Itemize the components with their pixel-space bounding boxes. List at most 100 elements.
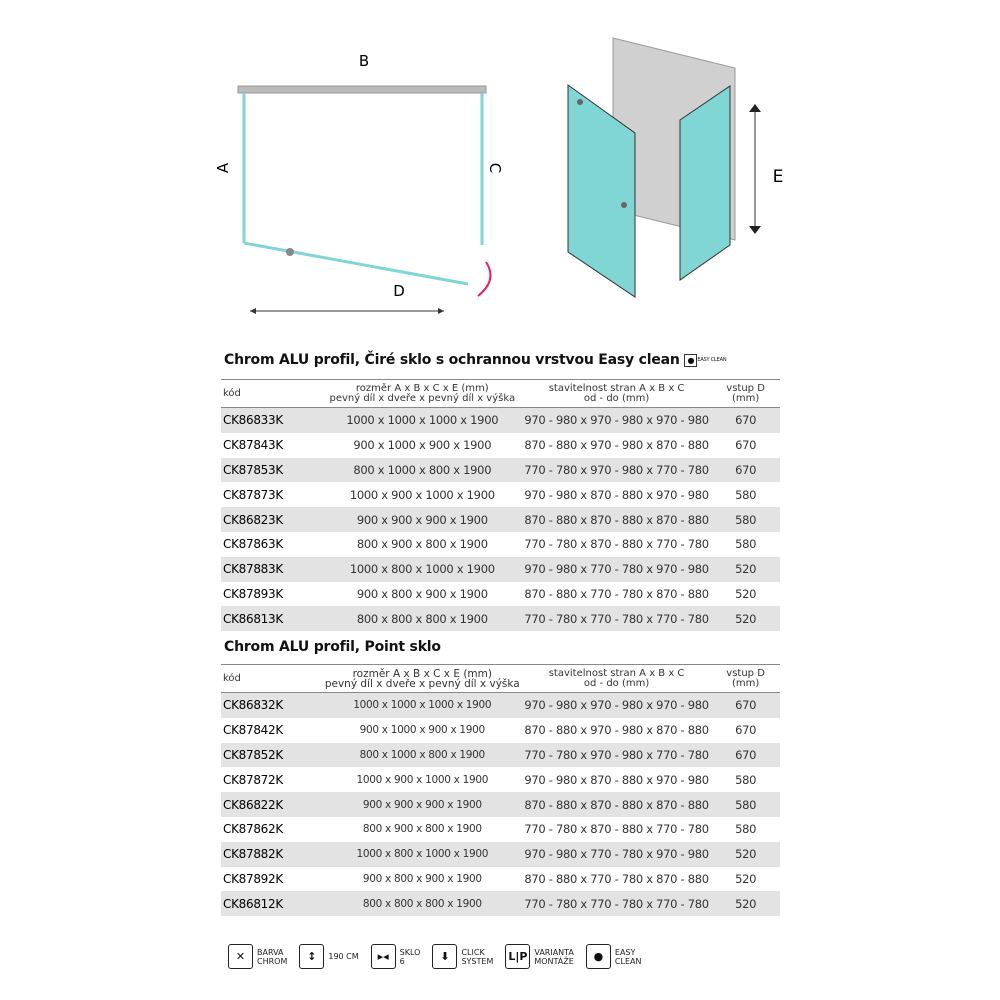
click-system-icon: ⬇: [432, 944, 458, 969]
legend-line: SYSTEM: [461, 956, 494, 966]
cell-code: CK87843K: [223, 438, 283, 453]
h: pevný díl x dveře x pevný díl x výška: [324, 677, 520, 690]
legend-item: ▸◂ SKLO 6: [370, 944, 420, 969]
lp-variant-icon: L|P: [505, 944, 531, 969]
cell-adjust: 770 - 780 x 870 - 880 x 770 - 780: [524, 822, 709, 837]
table-row: CK87843K 900 x 1000 x 900 x 1900 870 - 880…: [221, 433, 780, 458]
cell-adjust: 870 - 880 x 970 - 980 x 870 - 880: [524, 438, 709, 453]
height-icon: ↕: [299, 944, 325, 969]
table-row: CK87852K 800 x 1000 x 800 x 1900 770 - 780…: [221, 742, 780, 768]
table-row: CK87883K 1000 x 800 x 1000 x 1900 970 - 98…: [221, 556, 780, 582]
cell-code: CK87882K: [223, 847, 283, 862]
table-row: CK86833K 1000 x 1000 x 1000 x 1900 970 - 9…: [221, 408, 780, 433]
cell-adjust: 970 - 980 x 970 - 980 x 970 - 980: [524, 413, 709, 428]
cell-code: CK86812K: [223, 896, 283, 911]
legend-text: CLICK SYSTEM: [461, 948, 493, 966]
legend-line: CLEAN: [614, 956, 642, 966]
cell-adjust: 970 - 980 x 870 - 880 x 970 - 980: [524, 487, 709, 502]
cell-adjust: 970 - 980 x 970 - 980 x 970 - 980: [524, 698, 709, 713]
label-d: D: [393, 282, 405, 300]
cell-size: 800 x 900 x 800 x 1900: [362, 823, 482, 836]
cell-entry: 670: [735, 413, 757, 428]
legend-item: ↕ 190 CM: [299, 944, 359, 969]
cell-size: 1000 x 900 x 1000 x 1900: [356, 773, 489, 786]
cell-entry: 580: [735, 797, 757, 812]
table-row: CK87853K 800 x 1000 x 800 x 1900 770 - 780…: [221, 457, 780, 483]
header-entry: vstup D (mm): [726, 667, 765, 689]
cell-entry: 520: [735, 586, 757, 601]
legend-item: ⬇ CLICK SYSTEM: [432, 944, 493, 969]
side-panel: [679, 85, 731, 281]
cell-adjust: 770 - 780 x 770 - 780 x 770 - 780: [524, 611, 709, 626]
legend-line: CHROM: [257, 956, 288, 966]
legend-text: BARVA CHROM: [257, 948, 287, 966]
cell-size: 800 x 800 x 800 x 1900: [356, 611, 488, 626]
cell-size: 900 x 1000 x 900 x 1900: [359, 724, 486, 737]
cell-entry: 580: [735, 822, 757, 837]
cell-code: CK87872K: [223, 772, 283, 787]
section-title-2: Chrom ALU profil, Point sklo: [224, 639, 441, 655]
door-swing-arrow: [477, 261, 492, 297]
cell-adjust: 870 - 880 x 970 - 980 x 870 - 880: [524, 723, 709, 738]
cell-size: 800 x 1000 x 800 x 1900: [353, 462, 492, 477]
cell-size: 1000 x 800 x 1000 x 1900: [349, 562, 495, 577]
cell-entry: 520: [735, 611, 757, 626]
table-row: CK86823K 900 x 900 x 900 x 1900 870 - 880 …: [221, 507, 780, 532]
cell-entry: 520: [735, 562, 757, 577]
table-row: CK87892K 900 x 800 x 900 x 1900 870 - 880 …: [221, 867, 780, 892]
cell-adjust: 970 - 980 x 770 - 780 x 970 - 980: [524, 562, 709, 577]
legend-text: EASY CLEAN: [615, 948, 642, 966]
cell-entry: 670: [735, 747, 757, 762]
cell-entry: 520: [735, 896, 757, 911]
cell-code: CK87842K: [223, 723, 283, 738]
h: pevný díl x dveře x pevný díl x výška: [329, 392, 516, 404]
legend-line: BARVA: [257, 947, 284, 957]
header-size: rozměr A x B x C x E (mm) pevný díl x dve…: [323, 382, 522, 404]
legend-text: VARIANTA MONTÁŽE: [534, 948, 574, 966]
table-point: kód rozměr A x B x C x E (mm) pevný díl x …: [221, 664, 780, 917]
cell-adjust: 770 - 780 x 870 - 880 x 770 - 780: [524, 537, 709, 552]
feature-legend: ✕ BARVA CHROM ↕ 190 CM ▸◂ SKLO 6 ⬇ CLICK SYSTEM L|P…: [228, 944, 641, 969]
legend-line: MONTÁŽE: [534, 956, 574, 966]
legend-line: 6: [399, 956, 405, 966]
profile-color-icon: ✕: [228, 944, 253, 969]
door-glass: [243, 241, 469, 286]
cell-entry: 670: [735, 698, 757, 713]
table-row: CK86832K 1000 x 1000 x 1000 x 1900 970 - 9…: [221, 693, 780, 718]
cell-size: 900 x 1000 x 900 x 1900: [353, 438, 492, 453]
door-panel: [567, 84, 636, 298]
h: od - do (mm): [583, 677, 650, 689]
cell-adjust: 970 - 980 x 770 - 780 x 970 - 980: [524, 847, 709, 862]
header-code: kód: [223, 387, 241, 399]
table-row: CK87872K 1000 x 900 x 1000 x 1900 970 - 98…: [221, 767, 780, 792]
table-header: kód rozměr A x B x C x E (mm) pevný díl x …: [221, 379, 780, 408]
h: rozměr A x B x C x E (mm): [352, 667, 492, 680]
cell-adjust: 770 - 780 x 970 - 980 x 770 - 780: [524, 747, 709, 762]
cell-code: CK87883K: [223, 562, 283, 577]
cell-code: CK87893K: [223, 586, 283, 601]
cell-code: CK86823K: [223, 512, 283, 527]
table-easy-clean: kód rozměr A x B x C x E (mm) pevný díl x …: [221, 379, 780, 632]
cell-code: CK86833K: [223, 413, 283, 428]
h: rozměr A x B x C x E (mm): [355, 382, 489, 394]
cell-code: CK87862K: [223, 822, 283, 837]
cell-entry: 520: [735, 847, 757, 862]
h: stavitelnost stran A x B x C: [548, 382, 685, 394]
table-row: CK87873K 1000 x 900 x 1000 x 1900 970 - 98…: [221, 482, 780, 507]
table-row: CK87862K 800 x 900 x 800 x 1900 770 - 780 …: [221, 817, 780, 842]
header-entry: vstup D (mm): [726, 382, 765, 404]
cell-size: 1000 x 900 x 1000 x 1900: [349, 487, 495, 502]
door-knob: [286, 248, 294, 256]
table-row: CK87842K 900 x 1000 x 900 x 1900 870 - 880…: [221, 718, 780, 743]
cell-code: CK87873K: [223, 487, 283, 502]
legend-item: L|P VARIANTA MONTÁŽE: [505, 944, 574, 969]
label-e: E: [773, 167, 784, 187]
cell-size: 1000 x 1000 x 1000 x 1900: [353, 699, 492, 712]
shower-diagram: B A C D E: [214, 37, 784, 314]
easy-clean-badge-icon: ●: [684, 353, 698, 367]
cell-code: CK86813K: [223, 611, 283, 626]
cell-size: 900 x 900 x 900 x 1900: [362, 798, 482, 811]
cell-entry: 580: [735, 512, 757, 527]
legend-line: EASY: [614, 947, 636, 957]
cell-code: CK87853K: [223, 462, 283, 477]
